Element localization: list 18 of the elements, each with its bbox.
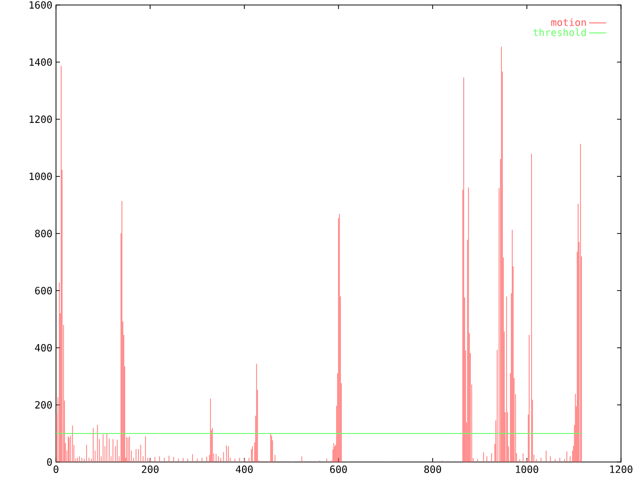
x-tick-label: 200: [142, 466, 159, 474]
legend-label: threshold: [533, 28, 586, 36]
legend-label: motion: [551, 18, 586, 26]
x-tick-label: 1200: [610, 466, 632, 474]
y-tick-label: 1000: [30, 172, 52, 180]
x-tick-label: 800: [424, 466, 442, 474]
y-tick-label: 1200: [30, 115, 52, 124]
y-tick-label: 600: [35, 286, 52, 294]
x-tick-label: 0: [54, 466, 58, 474]
x-tick-label: 600: [330, 466, 347, 474]
x-tick-label: 400: [236, 466, 253, 474]
y-tick-label: 400: [34, 344, 52, 352]
y-tick-label: 1400: [30, 58, 52, 66]
y-tick-label: 200: [35, 401, 52, 409]
x-tick-label: 1000: [516, 466, 538, 474]
y-tick-label: 800: [35, 230, 52, 238]
y-tick-label: 1600: [30, 1, 52, 9]
y-tick-label: 0: [47, 458, 52, 466]
